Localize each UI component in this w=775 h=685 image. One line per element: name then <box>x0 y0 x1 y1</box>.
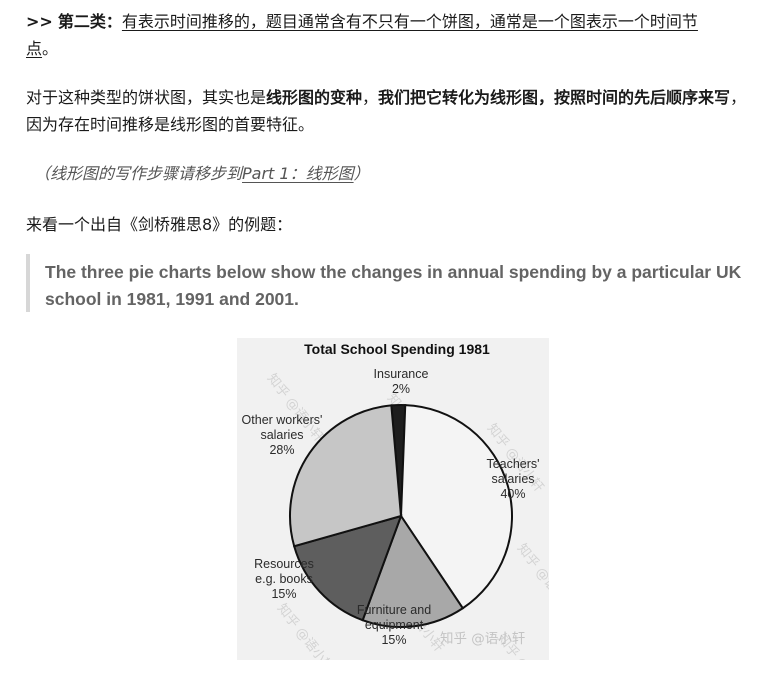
section-description-end: 点 <box>26 39 43 58</box>
pie-label-teachers-salaries-line-1: Teachers' <box>486 457 539 471</box>
section-heading-paragraph: >> 第二类：有表示时间推移的，题目通常含有不只有一个饼图，通常是一个图表示一个… <box>26 8 757 62</box>
pie-label-teachers-salaries-line-3: 40% <box>500 487 525 501</box>
pie-labels: Insurance2%Teachers'salaries40%Furniture… <box>242 367 540 647</box>
pie-slice-teachers-salaries <box>399 404 513 610</box>
section-end-punct: 。 <box>42 39 59 58</box>
pie-label-resources-e-g-books-line-3: 15% <box>271 587 296 601</box>
explanation-paragraph: 对于这种类型的饼状图，其实也是线形图的变种，我们把它转化为线形图，按照时间的先后… <box>26 84 757 138</box>
pie-label-resources-e-g-books-line-1: Resources <box>254 557 314 571</box>
pie-label-resources-e-g-books-line-2: e.g. books <box>255 572 313 586</box>
section-description: 有表示时间推移的，题目通常含有不只有一个饼图，通常是一个图表示一个时间节 <box>121 12 698 31</box>
pie-slice-resources-e-g-books <box>292 514 403 622</box>
explanation-text-3: ，因为存在时间推移是线形图的首要特征。 <box>26 88 747 134</box>
note-open: （线形图的写作步骤请移步到 <box>34 164 243 183</box>
pie-label-other-workers-salaries-line-2: salaries <box>260 428 303 442</box>
pie-label-other-workers-salaries-line-3: 28% <box>269 443 294 457</box>
pie-label-furniture-and-equipment-line-3: 15% <box>381 633 406 647</box>
pie-label-teachers-salaries-line-2: salaries <box>491 472 534 486</box>
question-text: The three pie charts below show the chan… <box>45 262 742 309</box>
reference-note: （线形图的写作步骤请移步到Part 1：线形图） <box>34 160 757 187</box>
pie-label-furniture-and-equipment-line-2: equipment <box>365 618 424 632</box>
pie-label-other-workers-salaries-line-1: Other workers' <box>242 413 323 427</box>
explanation-bold-2: 我们把它转化为线形图，按照时间的先后顺序来写 <box>378 88 731 107</box>
explanation-text-2: ， <box>362 88 379 107</box>
pie-slices <box>289 404 513 628</box>
part1-link[interactable]: Part 1：线形图 <box>242 164 354 183</box>
note-close: ） <box>353 164 370 183</box>
pie-slice-other-workers-salaries <box>289 404 403 548</box>
section-prefix: >> <box>26 12 53 31</box>
pie-label-insurance-line-2: 2% <box>392 382 410 396</box>
explanation-text-1: 对于这种类型的饼状图，其实也是 <box>26 88 267 107</box>
chart-title: Total School Spending 1981 <box>304 341 490 357</box>
pie-slice-furniture-and-equipment <box>361 513 465 628</box>
section-heading: 第二类： <box>57 12 122 31</box>
watermark-corner: 知乎 @语小轩 <box>440 630 525 647</box>
explanation-bold-1: 线形图的变种 <box>266 88 363 107</box>
watermark-diagonal: 知乎 @语小轩 <box>274 601 337 660</box>
example-intro: 来看一个出自《剑桥雅思8》的例题： <box>26 215 293 234</box>
watermark-diagonal: 知乎 @语小轩 <box>514 541 549 616</box>
question-blockquote: The three pie charts below show the chan… <box>26 254 761 312</box>
pie-label-furniture-and-equipment-line-1: Furniture and <box>357 603 431 617</box>
pie-label-insurance-line-1: Insurance <box>374 367 429 381</box>
